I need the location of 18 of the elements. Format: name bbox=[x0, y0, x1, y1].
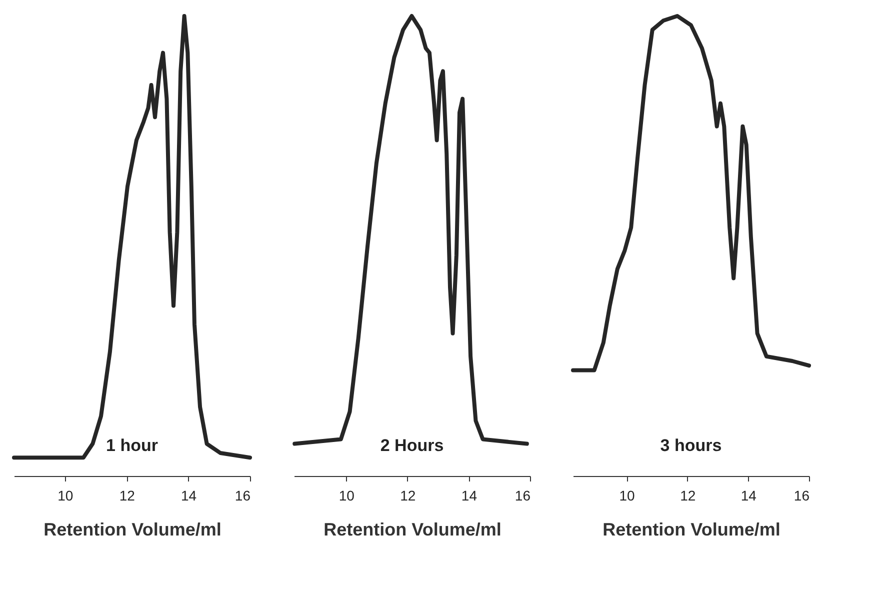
x-tick-label: 16 bbox=[514, 488, 531, 504]
x-tick-label: 14 bbox=[740, 488, 757, 504]
x-tick-label: 12 bbox=[119, 488, 136, 504]
x-tick-label: 14 bbox=[181, 488, 197, 504]
annotation: 2 Hours bbox=[380, 436, 444, 455]
x-tick-label: 16 bbox=[794, 488, 810, 504]
x-tick-label: 14 bbox=[461, 488, 478, 504]
annotation: 3 hours bbox=[660, 436, 722, 455]
annotation: 1 hour bbox=[106, 436, 158, 455]
x-axis-title: Retention Volume/ml bbox=[44, 520, 222, 540]
x-tick-label: 10 bbox=[338, 488, 355, 504]
x-axis-title: Retention Volume/ml bbox=[602, 520, 780, 540]
x-tick-label: 10 bbox=[58, 488, 74, 504]
x-tick-label: 10 bbox=[619, 488, 636, 504]
x-tick-label: 12 bbox=[400, 488, 416, 504]
x-tick-label: 12 bbox=[680, 488, 696, 504]
x-tick-label: 16 bbox=[234, 488, 251, 504]
x-axis-title: Retention Volume/ml bbox=[324, 520, 502, 540]
